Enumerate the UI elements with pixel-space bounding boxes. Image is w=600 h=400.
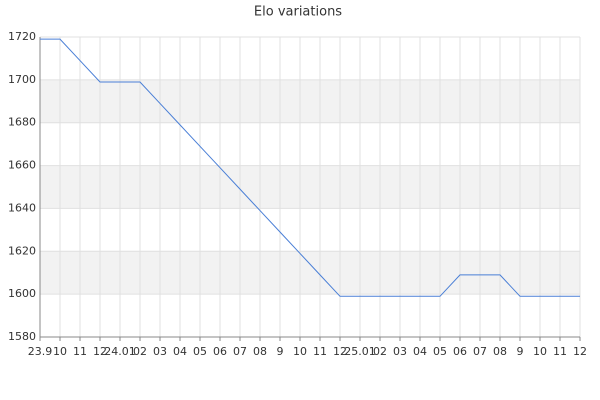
- x-tick-label: 07: [473, 345, 487, 358]
- x-tick-label: 02: [373, 345, 387, 358]
- grid-band: [40, 251, 580, 295]
- x-tick-label: 12: [573, 345, 587, 358]
- grid-band: [40, 79, 580, 123]
- y-tick-label: 1640: [8, 201, 36, 214]
- x-tick-label: 10: [533, 345, 547, 358]
- x-tick-label: 04: [173, 345, 187, 358]
- x-tick-label: 11: [73, 345, 87, 358]
- line: [40, 38, 580, 297]
- x-tick-label: 08: [493, 345, 507, 358]
- y-tick-label: 1720: [8, 30, 36, 43]
- grid-band: [40, 165, 580, 209]
- x-tick-label: 06: [453, 345, 467, 358]
- x-tick-label: 07: [233, 345, 247, 358]
- chart-title: Elo variations: [254, 5, 342, 20]
- x-tick-label: 02: [133, 345, 147, 358]
- x-tick-label: 05: [193, 345, 207, 358]
- y-tick-label: 1620: [8, 244, 36, 257]
- x-tick-label: 11: [313, 345, 327, 358]
- x-tick-label: 10: [293, 345, 307, 358]
- x-tick-label: 12: [333, 345, 347, 358]
- y-tick-label: 1600: [8, 287, 36, 300]
- x-tick-label: 03: [153, 345, 167, 358]
- x-tick-label: 9: [277, 345, 284, 358]
- y-tick-label: 1580: [8, 330, 36, 343]
- x-tick-label: 08: [253, 345, 267, 358]
- x-tick-label: 24.01: [104, 345, 136, 358]
- y-tick-label: 1660: [8, 159, 36, 172]
- x-tick-label: 9: [517, 345, 524, 358]
- x-tick-label: 12: [93, 345, 107, 358]
- y-tick-label: 1700: [8, 73, 36, 86]
- x-tick-label: 23.9: [28, 345, 53, 358]
- x-tick-label: 06: [213, 345, 227, 358]
- x-tick-label: 03: [393, 345, 407, 358]
- x-tick-label: 11: [553, 345, 567, 358]
- x-tick-label: 25.01: [344, 345, 376, 358]
- x-tick-label: 05: [433, 345, 447, 358]
- y-tick-label: 1680: [8, 116, 36, 129]
- x-tick-label: 10: [53, 345, 67, 358]
- x-tick-label: 04: [413, 345, 427, 358]
